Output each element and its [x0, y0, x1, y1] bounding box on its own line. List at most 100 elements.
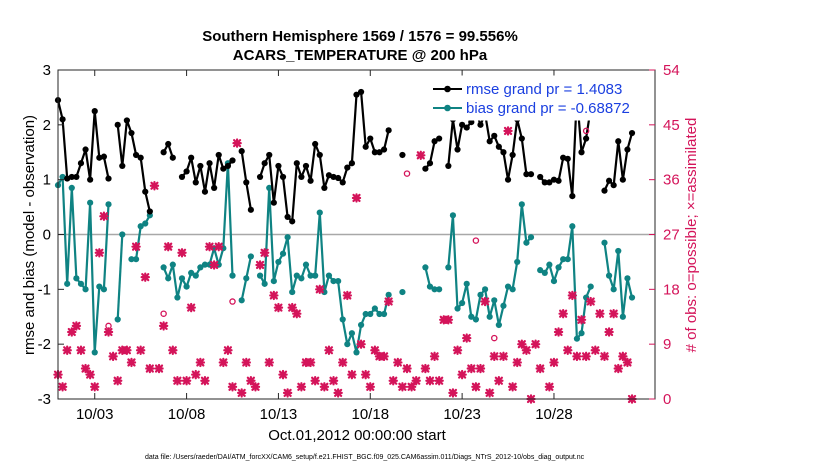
bias-point	[573, 335, 581, 342]
obs-assimilated-marker	[503, 126, 513, 136]
obs-assimilated-marker	[590, 345, 601, 355]
legend: rmse grand pr = 1.4083 bias grand pr = -…	[426, 75, 649, 121]
bias-point	[569, 223, 576, 230]
obs-assimilated-marker	[558, 309, 568, 319]
obs-assimilated-marker	[282, 388, 293, 398]
rmse-point	[619, 176, 626, 183]
obs-assimilated-marker	[163, 241, 173, 252]
rmse-point	[546, 179, 553, 186]
bias-point	[266, 184, 273, 191]
bias-point	[128, 256, 135, 263]
rmse-line	[56, 99, 110, 181]
rmse-point	[523, 171, 530, 178]
rmse-point	[100, 153, 108, 160]
obs-assimilated-marker	[273, 302, 284, 313]
rmse-point	[624, 146, 631, 153]
obs-assimilated-marker	[360, 369, 371, 380]
bias-point	[500, 302, 507, 309]
bias-point	[376, 310, 383, 318]
obs-assimilated-marker	[448, 388, 458, 398]
rmse-point	[537, 173, 544, 181]
obs-assimilated-marker	[223, 345, 233, 355]
rmse-point	[459, 121, 466, 128]
rmse-point	[188, 154, 195, 161]
rmse-point	[569, 193, 576, 200]
rmse-point	[220, 165, 227, 172]
bias-point	[550, 278, 558, 285]
obs-assimilated-marker	[191, 369, 201, 380]
rmse-point	[335, 174, 342, 182]
rmse-point	[362, 143, 369, 150]
rmse-point	[279, 173, 287, 181]
bias-point	[564, 256, 571, 263]
rmse-point	[307, 177, 314, 184]
bias-line	[57, 175, 110, 354]
rmse-point	[367, 135, 374, 142]
obs-assimilated-marker	[494, 376, 504, 386]
rmse-point	[114, 121, 121, 128]
rmse-point	[215, 151, 222, 159]
obs-assimilated-marker	[85, 369, 95, 380]
obs-assimilated-marker	[57, 382, 68, 392]
bias-point	[422, 264, 429, 271]
bias-point	[619, 313, 626, 320]
rmse-point	[426, 160, 434, 167]
rmse-point	[256, 173, 264, 181]
obs-assimilated-marker	[347, 369, 357, 380]
bias-point	[275, 258, 282, 266]
rmse-point	[169, 154, 176, 161]
obs-assimilated-marker	[67, 327, 77, 337]
y-tick-label: 1	[43, 172, 51, 189]
obs-assimilated-marker	[544, 382, 555, 392]
rmse-point	[183, 168, 190, 175]
bias-point	[357, 321, 365, 329]
obs-assimilated-marker	[416, 150, 426, 160]
rmse-point	[353, 91, 360, 98]
bias-point	[463, 280, 470, 287]
obs-assimilated-marker	[94, 248, 105, 258]
obs-assimilated-marker	[581, 351, 591, 362]
rmse-point	[371, 149, 378, 156]
rmse-point	[266, 151, 273, 159]
obs-assimilated-marker	[122, 345, 132, 355]
obs-possible-marker	[403, 170, 411, 177]
rmse-point	[628, 129, 636, 137]
bias-point	[486, 313, 493, 320]
bias-point	[312, 272, 319, 279]
obs-assimilated-marker	[563, 345, 573, 355]
obs-assimilated-marker	[195, 357, 206, 368]
bias-point	[527, 234, 535, 241]
obs-assimilated-marker	[287, 302, 297, 313]
y2-tick-label: 18	[663, 281, 680, 298]
legend-rmse-label: rmse grand pr = 1.4083	[466, 81, 622, 98]
bias-point	[178, 275, 186, 282]
bias-point	[335, 278, 342, 285]
legend-bias-label: bias grand pr = -0.68872	[466, 100, 630, 117]
rmse-line	[181, 153, 234, 193]
bias-point	[555, 264, 562, 271]
rmse-point	[137, 154, 144, 161]
obs-assimilated-marker	[204, 241, 215, 252]
bias-point	[560, 256, 567, 263]
obs-assimilated-marker	[480, 296, 490, 307]
rmse-point	[316, 151, 323, 159]
bias-point	[445, 264, 452, 271]
rmse-point	[486, 138, 493, 145]
rmse-point	[422, 165, 429, 172]
obs-assimilated-marker	[383, 296, 394, 307]
obs-assimilated-marker	[393, 357, 403, 368]
obs-assimilated-marker	[241, 357, 251, 368]
bias-point	[64, 280, 71, 287]
obs-assimilated-marker	[530, 339, 541, 349]
series-layer	[53, 88, 637, 404]
rmse-point	[518, 135, 525, 142]
obs-assimilated-marker	[186, 302, 196, 313]
obs-assimilated-marker	[158, 321, 169, 331]
bias-point	[82, 286, 89, 293]
bias-point	[546, 261, 553, 268]
obs-assimilated-marker	[315, 284, 325, 295]
bias-point	[238, 297, 245, 304]
obs-assimilated-marker	[310, 376, 320, 386]
obs-assimilated-marker	[324, 345, 334, 355]
bias-point	[628, 294, 636, 301]
